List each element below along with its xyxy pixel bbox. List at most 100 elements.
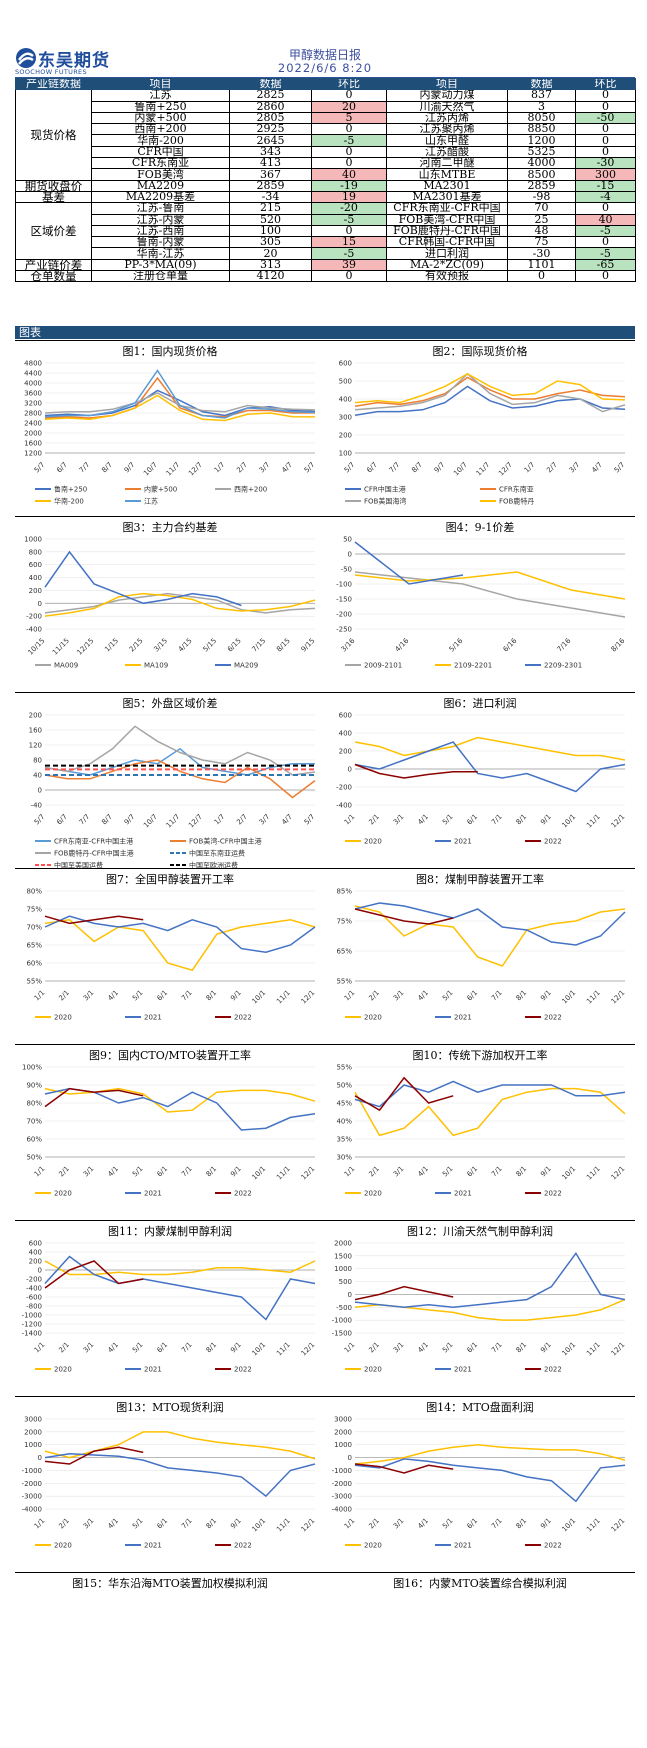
- x-tick-label: 11/1: [585, 1341, 602, 1358]
- x-tick-label: 10/7: [452, 461, 469, 478]
- value-cell: 20: [229, 247, 312, 260]
- x-tick-label: 8/15: [275, 637, 292, 654]
- x-tick-label: 9/7: [433, 461, 447, 475]
- y-tick-label: 0: [38, 1454, 42, 1462]
- x-tick-label: 8/1: [515, 989, 529, 1003]
- chart-title: 图13：MTO现货利润: [116, 1401, 224, 1414]
- x-tick-label: 3/1: [82, 1165, 96, 1179]
- brand-english: SOOCHOW FUTURES: [15, 68, 87, 76]
- y-tick-label: 200: [29, 1258, 42, 1266]
- legend-label: 2021: [144, 1014, 162, 1022]
- legend-label: 2209-2301: [544, 662, 582, 670]
- item-cell: 华南-200: [91, 134, 230, 147]
- x-tick-label: 3/1: [82, 1517, 96, 1531]
- x-tick-label: 3/1: [392, 813, 406, 827]
- item-cell: 进口利润: [386, 247, 508, 260]
- series-line: [354, 372, 626, 413]
- value-cell: 343: [229, 145, 312, 159]
- change-cell: -5: [311, 134, 387, 147]
- x-tick-label: 4/7: [280, 461, 294, 475]
- legend-label: 内蒙+500: [144, 485, 177, 494]
- y-tick-label: 0: [348, 551, 352, 559]
- y-tick-label: -800: [26, 1303, 42, 1311]
- x-tick-label: 2/7: [235, 813, 249, 827]
- legend-label: MA209: [234, 662, 258, 670]
- item-cell: MA2301: [386, 179, 508, 192]
- x-tick-label: 12/1: [300, 1341, 317, 1358]
- series-line: [44, 915, 144, 925]
- table-row: 内蒙+500 2805 5 江苏丙烯 8050 -50: [16, 111, 636, 125]
- x-tick-label: 5/1: [441, 989, 455, 1003]
- x-tick-label: 4/16: [394, 636, 411, 653]
- value-cell: 413: [229, 157, 312, 170]
- x-tick-label: 8/1: [515, 1341, 529, 1355]
- x-tick-label: 7/1: [180, 1517, 194, 1531]
- x-tick-label: 9/1: [539, 989, 553, 1003]
- table-row: 基差 MA2209基差 -34 19 MA2301基差 -98 -4: [15, 190, 636, 204]
- table-header-cell: 项目: [386, 77, 508, 91]
- item-cell: 内蒙动力煤: [386, 89, 508, 102]
- y-tick-label: 60%: [26, 960, 42, 968]
- y-tick-label: 35%: [336, 1136, 352, 1144]
- value-cell: 8850: [507, 123, 576, 136]
- y-tick-label: 1000: [24, 536, 42, 544]
- x-tick-label: 12/7: [497, 461, 514, 478]
- x-tick-label: 5/1: [441, 813, 455, 827]
- y-tick-label: 90%: [26, 1082, 42, 1090]
- series-line: [354, 1076, 454, 1112]
- x-tick-label: 3/7: [258, 813, 272, 827]
- change-cell: -5: [575, 224, 636, 238]
- series-line: [354, 905, 626, 967]
- y-tick-label: 30%: [336, 1154, 352, 1162]
- item-cell: 江苏: [91, 89, 230, 102]
- legend-label: 2021: [454, 1366, 472, 1374]
- change-cell: 0: [311, 270, 387, 283]
- y-tick-label: 70%: [26, 924, 42, 932]
- line-chart: -4000 -3000 -2000 -1000 0 1000 2000 3000 1/1 2/1 3…: [332, 1416, 627, 1550]
- table-row: 鲁南-内蒙 305 15 CFR韩国-CFR中国 75 0: [16, 236, 636, 249]
- item-cell: MA2209: [91, 179, 230, 192]
- x-tick-label: 5/7: [343, 461, 357, 475]
- x-tick-label: 11/1: [585, 1165, 602, 1182]
- value-cell: 48: [507, 224, 576, 238]
- y-tick-label: 55%: [336, 1064, 352, 1072]
- y-tick-label: 120: [29, 742, 42, 750]
- value-cell: 2645: [229, 134, 312, 147]
- report-header: 东吴期货 SOOCHOW FUTURES 甲醇数据日报 2022/6/6 8:2…: [15, 45, 635, 78]
- line-chart: -4000 -3000 -2000 -1000 0 1000 2000 3000 1/1 2/1 3…: [22, 1416, 317, 1550]
- charts-grid: 图1：国内现货价格 1200 1600 2000 2400 2800 3200 3600 400…: [15, 340, 635, 1680]
- section-label: 基差: [15, 190, 92, 204]
- legend-label: 2022: [544, 1190, 562, 1198]
- x-tick-label: 11/7: [165, 461, 182, 478]
- change-cell: -50: [575, 111, 636, 125]
- report-title: 甲醇数据日报: [288, 48, 361, 62]
- legend-label: 中国至美国运费: [54, 861, 103, 870]
- legend-label: 2109-2201: [454, 662, 492, 670]
- y-tick-label: 200: [339, 748, 352, 756]
- value-cell: 313: [229, 258, 312, 272]
- x-tick-label: 6/1: [466, 1165, 480, 1179]
- table-row: FOB美湾 367 40 山东MTBE 8500 300: [16, 168, 636, 181]
- y-tick-label: 0: [348, 1291, 352, 1299]
- y-tick-label: 75%: [336, 918, 352, 926]
- table-header-cell: 环比: [311, 77, 387, 91]
- chart-panel: 图15：华东沿海MTO装置加权模拟利润: [15, 1572, 325, 1748]
- value-cell: 2825: [229, 89, 312, 102]
- x-tick-label: 9/1: [229, 1165, 243, 1179]
- x-tick-label: 4/1: [106, 1341, 120, 1355]
- x-tick-label: 2/1: [57, 1165, 71, 1179]
- x-tick-label: 1/15: [103, 637, 120, 654]
- y-tick-label: 0: [38, 1267, 42, 1275]
- x-tick-label: 1/7: [523, 461, 537, 475]
- x-tick-label: 4/1: [416, 1341, 430, 1355]
- x-tick-label: 9/1: [539, 1165, 553, 1179]
- change-cell: -5: [311, 247, 387, 260]
- change-cell: 40: [311, 168, 387, 181]
- y-tick-label: 1000: [334, 1265, 352, 1273]
- series-line: [354, 736, 626, 761]
- legend-label: 西南+200: [234, 485, 267, 494]
- x-tick-label: 12/1: [610, 989, 627, 1006]
- legend-label: 2022: [544, 1542, 562, 1550]
- series-line: [44, 592, 316, 614]
- x-tick-label: 7/1: [490, 1341, 504, 1355]
